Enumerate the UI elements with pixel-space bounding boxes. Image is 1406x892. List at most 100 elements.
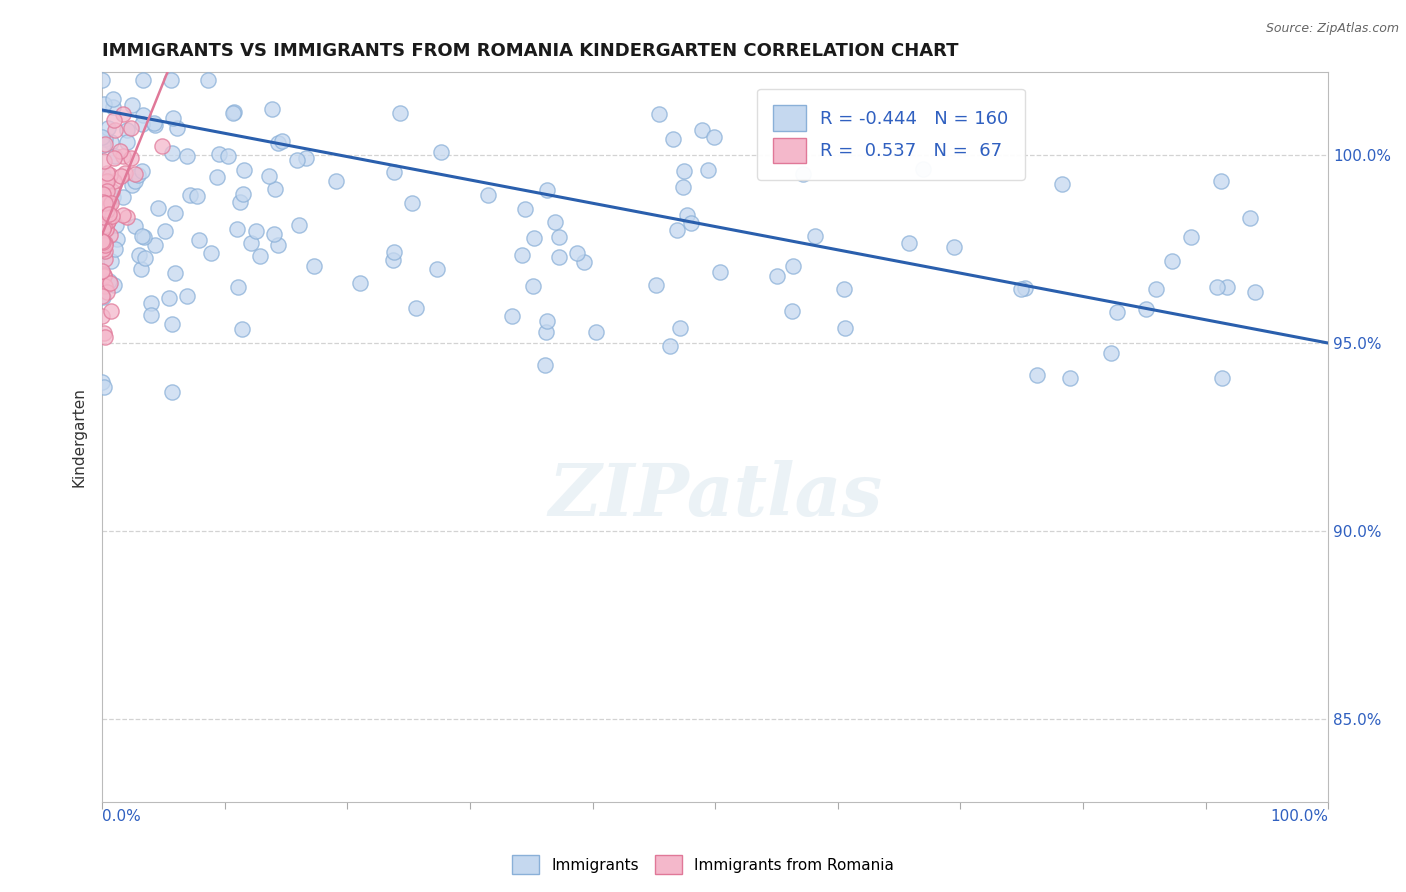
Point — [91, 194, 114, 208]
Point — [103, 112, 125, 127]
Point — [522, 230, 544, 244]
Point — [666, 223, 689, 237]
Point — [382, 165, 405, 179]
Point — [101, 209, 124, 223]
Point — [222, 105, 245, 120]
Point — [197, 73, 219, 87]
Point — [160, 317, 183, 331]
Point — [703, 129, 725, 144]
Point — [205, 170, 228, 185]
Point — [104, 123, 127, 137]
Point — [121, 178, 143, 193]
Point — [1052, 177, 1074, 191]
Point — [131, 163, 153, 178]
Point — [146, 201, 169, 215]
Point — [91, 242, 114, 256]
Point — [585, 325, 607, 339]
Point — [93, 97, 115, 112]
Point — [676, 208, 699, 222]
Point — [120, 152, 142, 166]
Point — [260, 102, 283, 116]
Point — [536, 314, 558, 328]
Point — [574, 255, 596, 269]
Point — [681, 216, 703, 230]
Point — [659, 339, 682, 353]
Point — [114, 166, 136, 180]
Point — [128, 248, 150, 262]
Point — [124, 167, 146, 181]
Point — [765, 268, 787, 283]
Point — [91, 263, 114, 277]
Point — [165, 206, 187, 220]
Point — [263, 227, 285, 241]
Point — [388, 105, 411, 120]
Point — [804, 229, 827, 244]
Point — [134, 252, 156, 266]
Point — [98, 227, 121, 242]
Point — [91, 376, 114, 390]
Point — [163, 266, 186, 280]
Point — [143, 118, 166, 132]
Point — [267, 237, 290, 252]
Point — [91, 288, 114, 302]
Point — [97, 214, 120, 228]
Point — [91, 309, 114, 323]
Point — [93, 195, 115, 210]
Point — [97, 214, 120, 228]
Point — [93, 238, 115, 252]
Point — [1107, 304, 1129, 318]
Point — [96, 202, 118, 217]
Point — [93, 244, 115, 259]
Point — [1211, 173, 1233, 187]
Point — [91, 232, 114, 246]
Point — [143, 238, 166, 252]
Point — [91, 233, 114, 247]
Point — [129, 262, 152, 277]
Text: IMMIGRANTS VS IMMIGRANTS FROM ROMANIA KINDERGARTEN CORRELATION CHART: IMMIGRANTS VS IMMIGRANTS FROM ROMANIA KI… — [103, 42, 959, 60]
Point — [124, 174, 146, 188]
Point — [124, 219, 146, 233]
Point — [162, 112, 184, 126]
Point — [942, 240, 965, 254]
Point — [1161, 253, 1184, 268]
Point — [91, 197, 114, 211]
Point — [121, 98, 143, 112]
Point — [91, 138, 114, 153]
Point — [97, 274, 120, 288]
Point — [200, 246, 222, 260]
Point — [160, 385, 183, 400]
Point — [287, 218, 309, 232]
Point — [93, 235, 115, 250]
Point — [1239, 211, 1261, 225]
Point — [94, 131, 117, 145]
Point — [690, 123, 713, 137]
Point — [93, 268, 115, 283]
Point — [91, 235, 114, 249]
Point — [141, 308, 163, 322]
Point — [429, 145, 451, 159]
Point — [103, 151, 125, 165]
Point — [1244, 285, 1267, 299]
Point — [544, 215, 567, 229]
Point — [709, 265, 731, 279]
Point — [91, 216, 114, 230]
Point — [782, 259, 804, 273]
Point — [381, 252, 404, 267]
Point — [271, 134, 294, 148]
Point — [96, 222, 118, 236]
Point — [295, 151, 318, 165]
Text: ZIPatlas: ZIPatlas — [548, 460, 882, 531]
Point — [134, 230, 156, 244]
Point — [1135, 302, 1157, 317]
Point — [105, 232, 128, 246]
Point — [91, 222, 114, 236]
Point — [103, 278, 125, 293]
Point — [96, 174, 118, 188]
Point — [232, 187, 254, 202]
Point — [547, 250, 569, 264]
Point — [93, 290, 115, 304]
Point — [159, 73, 181, 87]
Text: Source: ZipAtlas.com: Source: ZipAtlas.com — [1265, 22, 1399, 36]
Point — [208, 147, 231, 161]
Point — [93, 326, 115, 341]
